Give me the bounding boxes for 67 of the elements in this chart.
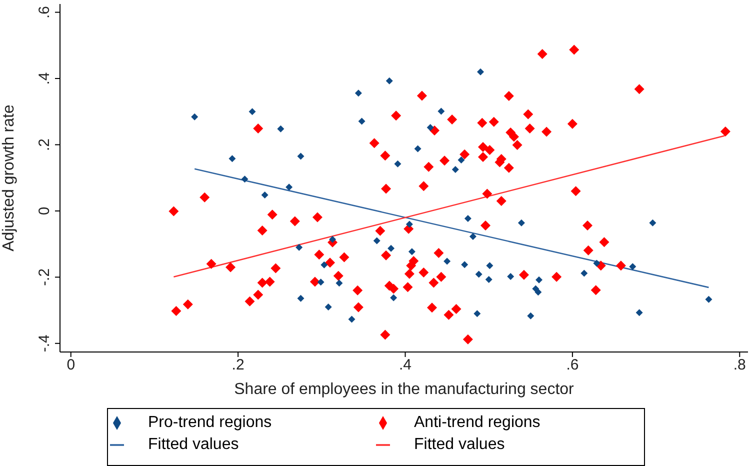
x-tick-label: .4 — [398, 356, 412, 374]
point — [705, 296, 712, 303]
y-tick-label: -.2 — [36, 268, 53, 286]
point — [388, 244, 395, 252]
x-tick-label: .2 — [232, 356, 244, 374]
x-tick-label: .6 — [566, 356, 579, 374]
point — [354, 90, 362, 97]
point — [636, 309, 643, 316]
point — [469, 232, 476, 240]
y-tick-label: .4 — [36, 72, 53, 85]
legend-label: Anti-trend regions — [413, 413, 542, 433]
point — [444, 258, 451, 265]
point — [390, 294, 398, 302]
point — [580, 270, 588, 277]
point — [527, 312, 534, 320]
point — [485, 276, 492, 283]
point — [348, 316, 356, 323]
point — [518, 219, 525, 226]
point — [475, 270, 482, 278]
y-tick-label: .6 — [36, 6, 53, 19]
point — [461, 261, 468, 268]
point — [474, 310, 481, 318]
point — [241, 176, 248, 183]
point — [593, 260, 600, 267]
point — [297, 152, 304, 160]
point — [191, 113, 198, 120]
point — [408, 248, 416, 256]
point — [358, 118, 366, 125]
x-tick-label: .8 — [733, 356, 746, 374]
point — [536, 276, 543, 284]
point — [394, 160, 402, 168]
point — [426, 124, 434, 132]
point — [464, 215, 472, 222]
point — [248, 108, 256, 116]
point — [296, 244, 303, 251]
point — [320, 261, 328, 268]
point — [534, 288, 542, 296]
point — [629, 263, 636, 270]
point — [261, 192, 268, 199]
point — [228, 155, 236, 162]
y-axis-title: Adjusted growth rate — [0, 104, 18, 252]
y-tick-label: .2 — [36, 138, 53, 151]
point — [286, 184, 293, 191]
point — [486, 262, 494, 270]
point — [386, 77, 393, 84]
x-axis-title: Share of employees in the manufacturing sector — [234, 381, 575, 398]
point — [297, 294, 304, 302]
point — [277, 125, 284, 132]
point — [324, 303, 332, 310]
point — [452, 166, 459, 174]
x-tick-label: 0 — [66, 356, 76, 374]
point — [414, 145, 422, 152]
point — [336, 280, 343, 287]
legend-label: Pro-trend regions — [147, 413, 273, 433]
legend-label: Fitted values — [413, 435, 506, 455]
point — [476, 68, 484, 76]
point — [438, 108, 445, 115]
point — [373, 237, 380, 244]
point — [329, 236, 336, 243]
legend-label: Fitted values — [147, 435, 240, 455]
point — [406, 220, 413, 228]
point — [507, 273, 514, 280]
y-tick-label: -.4 — [36, 334, 53, 352]
point — [649, 219, 656, 226]
point — [458, 156, 465, 164]
y-tick-label: 0 — [36, 206, 53, 216]
point — [317, 278, 324, 286]
